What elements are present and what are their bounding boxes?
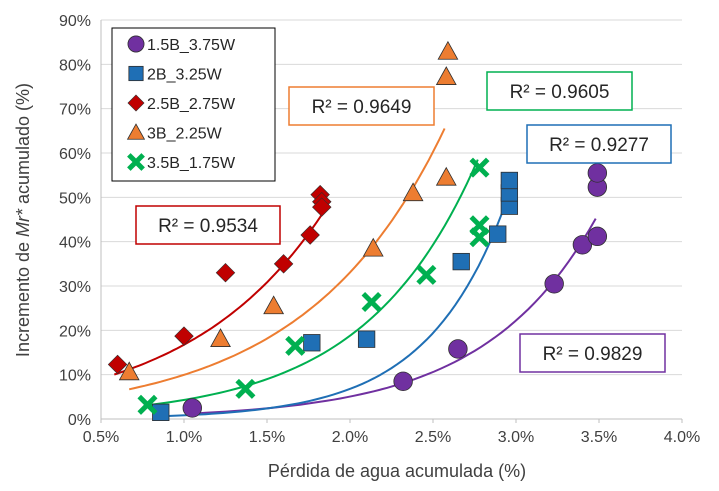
data-point (435, 66, 457, 85)
data-point (572, 235, 593, 255)
data-point (182, 398, 203, 418)
data-point (469, 215, 490, 236)
data-point (587, 163, 608, 183)
x-tick-label: 1.5% (249, 429, 285, 446)
series-1.5B_3.75W (182, 163, 608, 418)
r2-box (288, 86, 435, 126)
x-tick-label: 2.5% (415, 429, 451, 446)
x-tick-labels: 0.5% 1.0% 1.5% 2.0% 2.5% 3.0% 3.5% 4.0% (83, 429, 700, 446)
data-point (469, 157, 490, 178)
data-point (544, 274, 564, 294)
data-point (362, 237, 384, 257)
data-point (416, 264, 437, 285)
data-point (435, 166, 457, 186)
series-3B_2.25W (118, 40, 459, 381)
data-point (437, 40, 459, 60)
legend-marker (127, 153, 145, 171)
series-2B_3.25W (152, 171, 519, 422)
data-point (210, 328, 231, 347)
x-tick-label: 0.5% (83, 429, 119, 446)
legend-label: 3B_2.25W (147, 126, 223, 143)
y-tick-label: 30% (59, 279, 91, 296)
y-tick-label: 80% (59, 57, 91, 74)
legend-label: 3.5B_1.75W (147, 155, 236, 172)
data-point (312, 197, 332, 217)
series-3.5B_1.75W (137, 157, 490, 415)
y-axis-label-suffix: acumulado (%) (13, 83, 33, 209)
data-point (300, 225, 320, 245)
y-axis-label-italic: Mr* (13, 208, 33, 237)
y-tick-label: 50% (59, 190, 91, 207)
data-point (235, 378, 256, 399)
x-tick-label: 3.0% (498, 429, 534, 446)
r2-label: R² = 0.9605 (510, 82, 610, 103)
data-point (500, 171, 519, 190)
legend-marker (126, 123, 146, 140)
data-point (118, 361, 140, 381)
data-point (361, 291, 382, 312)
legend-marker (127, 94, 145, 112)
data-point (107, 354, 128, 375)
data-point (489, 225, 507, 243)
legend-label: 2B_3.25W (147, 67, 223, 84)
data-point (273, 254, 294, 274)
data-point (174, 326, 194, 346)
data-point (587, 226, 608, 247)
y-tick-label: 40% (59, 235, 91, 252)
data-points (107, 40, 608, 422)
data-point (393, 371, 413, 392)
y-axis-label-prefix: Incremento de (13, 237, 33, 357)
r2-annotations: R² = 0.9829 R² = 0.9277 R² = 0.9534 R² = 0.… (135, 71, 672, 373)
r2-box (135, 205, 281, 245)
data-point (215, 262, 236, 283)
x-tick-label: 1.0% (166, 429, 202, 446)
y-tick-label: 10% (59, 368, 91, 385)
data-point (303, 334, 321, 352)
series-2.5B_2.75W (107, 184, 332, 375)
legend-label: 1.5B_3.75W (147, 37, 236, 54)
data-point (263, 295, 285, 315)
trendline-2B_3.25W (159, 197, 509, 418)
legend-label: 2.5B_2.75W (147, 96, 236, 113)
data-point (452, 252, 470, 271)
data-point (402, 182, 424, 202)
trendline-3B_2.25W (128, 128, 446, 391)
legend: 1.5B_3.75W 2B_3.25W 2.5B_2.75W 3B_2.25W 3.5B… (111, 27, 276, 182)
x-tick-label: 4.0% (664, 429, 700, 446)
data-point (448, 339, 468, 359)
r2-box (486, 71, 633, 111)
r2-label: R² = 0.9829 (543, 344, 643, 365)
legend-marker (127, 35, 145, 53)
data-point (137, 394, 158, 415)
trendlines (114, 128, 597, 418)
legend-marker (128, 65, 144, 82)
r2-label: R² = 0.9649 (312, 97, 412, 118)
x-axis-label: Pérdida de agua acumulada (%) (268, 461, 526, 481)
y-tick-label: 20% (59, 323, 91, 340)
r2-box (519, 333, 666, 373)
y-tick-labels: 0% 10% 20% 30% 40% 50% 60% 70% 80% 90% (59, 13, 91, 429)
r2-label: R² = 0.9534 (158, 216, 258, 237)
y-tick-label: 90% (59, 13, 91, 30)
trendline-2.5B_2.75W (114, 211, 325, 376)
y-tick-label: 60% (59, 146, 91, 163)
x-tick-label: 2.0% (332, 429, 368, 446)
r2-label: R² = 0.9277 (549, 135, 649, 156)
trendline-3.5B_1.75W (147, 159, 479, 407)
y-tick-label: 0% (68, 412, 91, 429)
data-point (357, 330, 376, 348)
data-point (285, 335, 306, 356)
x-tick-label: 3.5% (581, 429, 617, 446)
axes (100, 20, 683, 423)
y-tick-label: 70% (59, 102, 91, 119)
y-axis-label: Incremento de Mr* acumulado (%) (13, 83, 33, 357)
r2-box (526, 124, 672, 164)
